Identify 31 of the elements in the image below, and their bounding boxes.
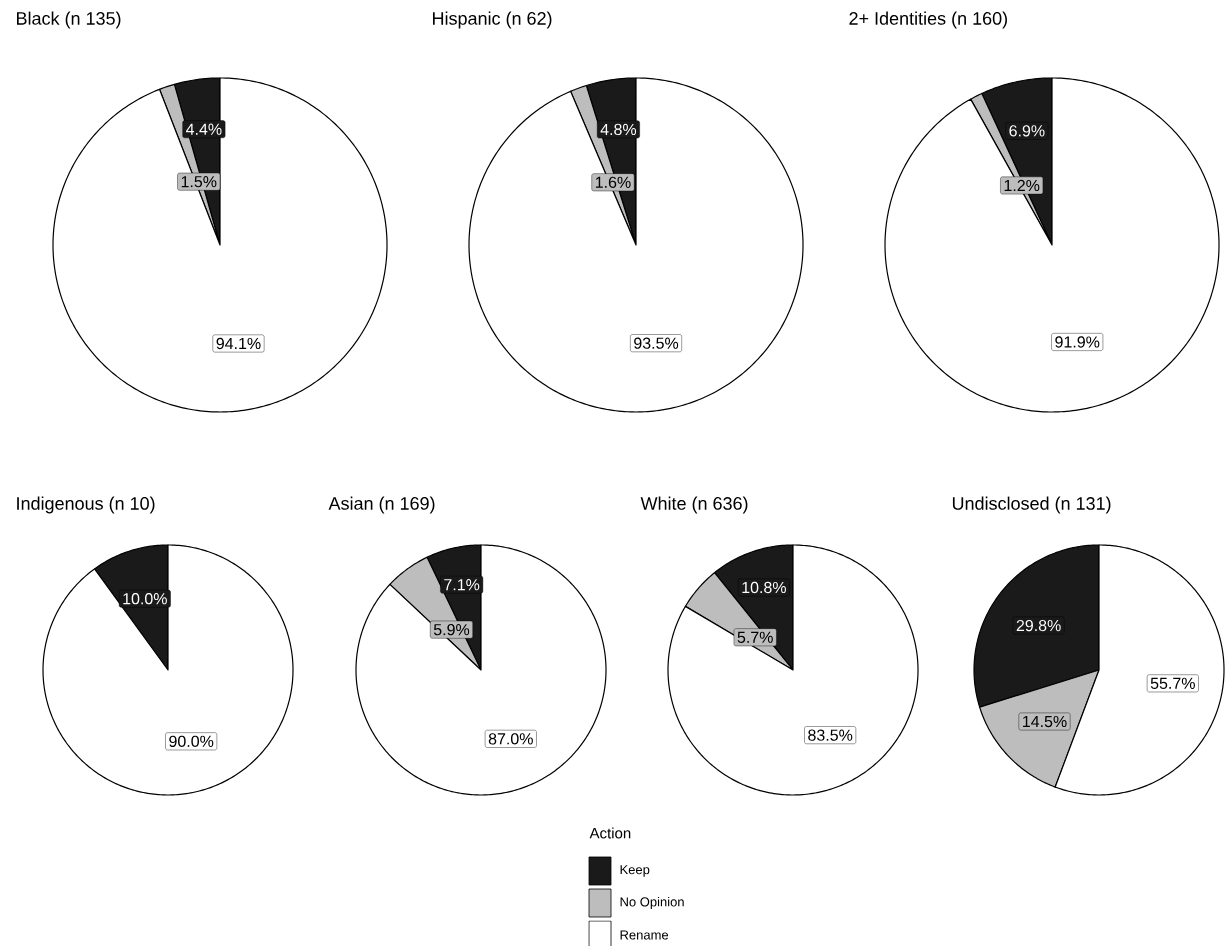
- data-label: 10.0%: [123, 593, 167, 605]
- chart-title: White (n 636): [640, 496, 748, 514]
- chart-title: Undisclosed (n 131): [952, 496, 1111, 514]
- data-label: 6.9%: [1009, 125, 1045, 137]
- data-label: 90.0%: [169, 735, 214, 747]
- data-label: 5.9%: [433, 623, 470, 636]
- data-label: 83.5%: [808, 729, 853, 741]
- chart-title: 2+ Identities (n 160): [849, 11, 1007, 29]
- legend-label: Rename: [620, 930, 669, 940]
- data-label: 7.1%: [444, 579, 480, 591]
- data-label: 10.8%: [742, 581, 786, 594]
- data-label: 14.5%: [1023, 715, 1067, 728]
- data-label: 55.7%: [1150, 677, 1195, 689]
- chart-title: Asian (n 169): [328, 496, 435, 514]
- data-label: 94.1%: [216, 337, 261, 350]
- data-label: 5.7%: [737, 631, 773, 643]
- chart-title: Indigenous (n 10): [17, 496, 155, 514]
- chart-title: Hispanic (n 62): [433, 11, 552, 29]
- legend-label: Keep: [620, 865, 650, 877]
- data-label: 91.9%: [1055, 336, 1100, 348]
- data-label: 1.2%: [1004, 179, 1040, 192]
- data-label: 4.4%: [186, 123, 222, 135]
- data-label: 1.6%: [595, 176, 631, 188]
- data-label: 4.8%: [600, 123, 637, 136]
- legend-title: Action: [589, 827, 631, 839]
- data-label: 93.5%: [634, 337, 679, 349]
- data-label: 29.8%: [1016, 619, 1061, 632]
- data-label: 87.0%: [488, 733, 533, 745]
- data-label: 1.5%: [181, 176, 217, 188]
- legend-label: No Opinion: [620, 896, 684, 910]
- chart-title: Black (n 135): [17, 11, 121, 29]
